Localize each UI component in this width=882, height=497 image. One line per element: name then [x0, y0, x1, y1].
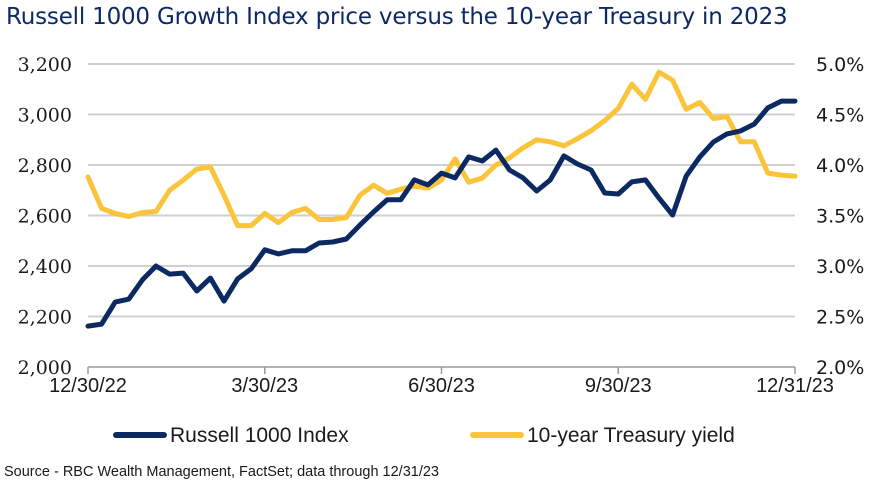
x-tick-label: 9/30/23 [585, 375, 652, 397]
right-y-axis: 2.0% 2.5% 3.0% 3.5% 4.0% 4.5% 5.0% [816, 54, 864, 379]
legend-label-treasury-yield: 10-year Treasury yield [527, 424, 735, 447]
chart-title: Russell 1000 Growth Index price versus t… [6, 4, 788, 30]
right-y-tick-label: 5.0% [816, 54, 864, 76]
series-line-russell-1000 [85, 98, 798, 329]
right-y-tick-label: 2.0% [816, 357, 864, 379]
right-y-tick-label: 4.5% [816, 105, 864, 127]
right-y-tick-label: 3.0% [816, 256, 864, 278]
left-y-tick-label: 2,200 [18, 307, 72, 329]
left-y-tick-label: 2,400 [18, 256, 72, 278]
x-tick-label: 12/30/22 [49, 375, 127, 397]
series-line-treasury-yield [85, 69, 798, 229]
x-tick-label: 6/30/23 [408, 375, 475, 397]
left-y-tick-label: 2,600 [18, 206, 72, 228]
right-y-tick-label: 4.0% [816, 155, 864, 177]
right-y-tick-label: 2.5% [816, 307, 864, 329]
x-tick-label: 3/30/23 [231, 375, 298, 397]
left-y-tick-label: 2,800 [18, 155, 72, 177]
legend: Russell 1000 Index 10-year Treasury yiel… [113, 424, 735, 447]
right-y-tick-label: 3.5% [816, 206, 864, 228]
source-note: Source - RBC Wealth Management, FactSet;… [4, 464, 439, 480]
legend-label-russell-1000: Russell 1000 Index [170, 424, 349, 447]
x-axis-ticks: 12/30/22 3/30/23 6/30/23 9/30/23 12/31/23 [49, 375, 834, 397]
x-axis [87, 366, 796, 374]
left-y-tick-label: 3,200 [18, 54, 72, 76]
x-tick-label: 12/31/23 [756, 375, 834, 397]
left-y-tick-label: 3,000 [18, 105, 72, 127]
left-y-tick-label: 2,000 [18, 357, 72, 379]
series-lines [85, 69, 798, 329]
gridlines [88, 63, 795, 318]
left-y-axis: 2,000 2,200 2,400 2,600 2,800 3,000 3,200 [18, 54, 72, 379]
